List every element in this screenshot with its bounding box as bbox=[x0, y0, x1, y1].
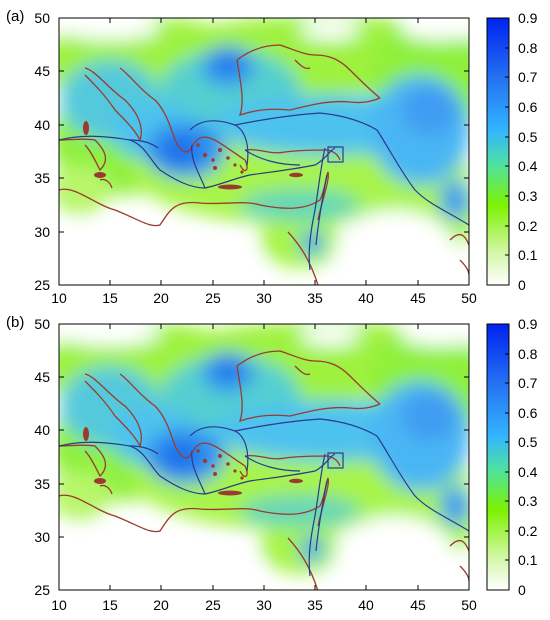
y-tick-label: 30 bbox=[34, 529, 50, 545]
colorbar-tick-label: 0.9 bbox=[518, 10, 538, 26]
colorbar-tick-label: 0.8 bbox=[518, 346, 538, 362]
colorbar-tick-label: 0.1 bbox=[518, 247, 538, 263]
colorbar-tick-label: 0.6 bbox=[518, 99, 538, 115]
y-tick-label: 35 bbox=[34, 170, 50, 186]
x-tick-label: 35 bbox=[307, 597, 323, 613]
x-tick-label: 45 bbox=[410, 290, 426, 306]
colorbar-tick-label: 0.3 bbox=[518, 493, 538, 509]
colorbar-tick-label: 0 bbox=[518, 582, 526, 598]
colorbar-tick-label: 0.2 bbox=[518, 523, 538, 539]
y-tick-label: 50 bbox=[34, 10, 50, 26]
colorbar-tick-label: 0.2 bbox=[518, 218, 538, 234]
x-tick-label: 20 bbox=[153, 290, 169, 306]
y-tick-label: 35 bbox=[34, 476, 50, 492]
islands bbox=[83, 427, 303, 496]
panel-a: (a) bbox=[6, 8, 538, 306]
x-tick-label: 40 bbox=[358, 597, 374, 613]
colorbar-tick-label: 0.1 bbox=[518, 552, 538, 568]
colorbar-tick-label: 0.6 bbox=[518, 405, 538, 421]
x-tick-label: 30 bbox=[256, 597, 272, 613]
x-tick-label: 30 bbox=[256, 290, 272, 306]
y-tick-label: 25 bbox=[34, 582, 50, 598]
y-tick-label: 40 bbox=[34, 422, 50, 438]
x-tick-label: 25 bbox=[205, 290, 221, 306]
coastlines bbox=[59, 44, 469, 285]
colorbar-tick-label: 0 bbox=[518, 277, 526, 293]
islands bbox=[83, 121, 303, 190]
x-tick-label: 15 bbox=[102, 290, 118, 306]
colorbar-tick-label: 0.5 bbox=[518, 129, 538, 145]
y-tick-label: 40 bbox=[34, 117, 50, 133]
colorbar-tick-label: 0.3 bbox=[518, 188, 538, 204]
y-axis: 25 30 35 40 45 50 bbox=[34, 10, 469, 293]
coastlines bbox=[59, 350, 469, 590]
x-tick-label: 50 bbox=[461, 290, 477, 306]
panel-label: (a) bbox=[6, 8, 24, 25]
x-tick-label: 10 bbox=[51, 290, 67, 306]
x-tick-label: 15 bbox=[102, 597, 118, 613]
colorbar: 0 0.1 0.2 0.3 0.4 0.5 0.6 0.7 0.8 0.9 bbox=[486, 316, 538, 598]
y-tick-label: 50 bbox=[34, 316, 50, 332]
colorbar-tick-label: 0.5 bbox=[518, 434, 538, 450]
y-tick-label: 30 bbox=[34, 224, 50, 240]
y-tick-label: 25 bbox=[34, 277, 50, 293]
colorbar-tick-label: 0.4 bbox=[518, 464, 538, 480]
x-tick-label: 25 bbox=[205, 597, 221, 613]
colorbar-tick-label: 0.4 bbox=[518, 158, 538, 174]
colorbar-tick-label: 0.8 bbox=[518, 40, 538, 56]
colorbar-tick-label: 0.9 bbox=[518, 316, 538, 332]
faults bbox=[59, 112, 469, 271]
x-tick-label: 20 bbox=[153, 597, 169, 613]
panel-label: (b) bbox=[6, 314, 24, 331]
x-axis: 10 15 20 25 30 35 40 45 50 bbox=[51, 18, 477, 306]
x-tick-label: 35 bbox=[307, 290, 323, 306]
y-tick-label: 45 bbox=[34, 63, 50, 79]
x-tick-label: 40 bbox=[358, 290, 374, 306]
y-axis: 25 30 35 40 45 50 bbox=[34, 316, 469, 598]
heatmap bbox=[59, 18, 469, 285]
y-tick-label: 45 bbox=[34, 369, 50, 385]
panel-b: (b) bbox=[6, 314, 538, 613]
colorbar-tick-label: 0.7 bbox=[518, 375, 538, 391]
colorbar-tick-label: 0.7 bbox=[518, 69, 538, 85]
heatmap bbox=[59, 324, 469, 590]
x-tick-label: 10 bbox=[51, 597, 67, 613]
x-tick-label: 45 bbox=[410, 597, 426, 613]
faults bbox=[59, 418, 469, 577]
x-tick-label: 50 bbox=[461, 597, 477, 613]
x-axis: 10 15 20 25 30 35 40 45 50 bbox=[51, 324, 477, 613]
colorbar: 0 0.1 0.2 0.3 0.4 0.5 0.6 0.7 0.8 0.9 bbox=[486, 10, 538, 293]
